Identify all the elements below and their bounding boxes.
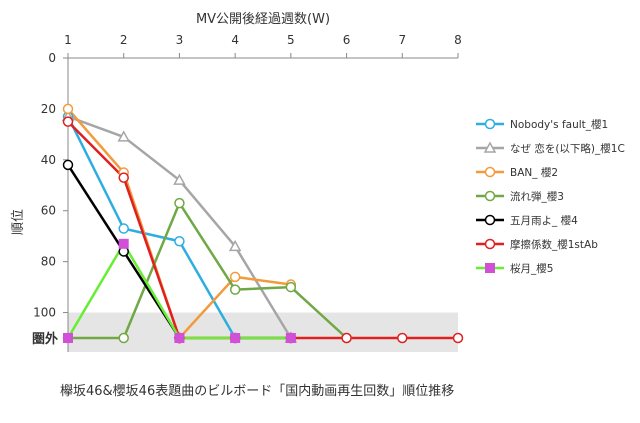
series-2-point [484,166,496,178]
x-tick-label: 6 [343,33,351,47]
series-5-point [397,332,408,344]
x-tick-label: 3 [176,33,184,47]
x-tick-label: 1 [64,33,72,47]
legend-label: 桜月_櫻5 [510,262,553,275]
series-1-point [228,239,242,252]
series-1-line [67,115,292,339]
series-6-point [63,333,73,343]
series-1-markers [61,110,298,343]
series-2 [67,108,292,340]
series-6-markers [63,238,296,343]
series-3-line [68,201,348,340]
series-5-point [341,332,352,344]
series-0-point [118,223,129,234]
y-tick-label: 40 [41,153,56,167]
legend-item: なぜ 恋を(以下略)_櫻1C [476,141,625,155]
legend-label: 流れ弾_櫻3 [510,190,564,203]
x-tick-label: 7 [398,33,406,47]
series-4-point [484,214,496,226]
series-2-markers [62,103,297,344]
series-1-point [117,130,130,142]
series-5-point [62,116,74,127]
series-1 [67,115,292,339]
y-axis-title: 順位 [11,209,26,235]
series-0-point [174,236,185,247]
series-0-markers [62,111,297,344]
x-tick-label: 2 [120,33,128,47]
series-5-point [452,332,464,344]
x-tick-label: 8 [454,33,462,47]
series-3-point [285,281,297,293]
series-2-line [67,108,292,340]
y-tick-label: 60 [41,204,56,218]
series-6-point [230,333,241,343]
series-5-point [118,172,129,183]
series-3 [68,201,348,340]
series-3-point [174,197,185,209]
series-1-point [483,141,497,153]
series-3-point [118,332,129,344]
x-tick-label: 5 [287,33,295,47]
legend-item: BAN_ 櫻2 [476,166,558,179]
series-6-point [174,333,185,343]
legend-label: 摩擦係数_櫻1stAb [510,238,598,251]
legend-item: 桜月_櫻5 [476,262,553,275]
y-tick-label: 80 [41,255,56,269]
series-2-point [229,271,241,283]
series-3-point [229,284,241,295]
legend-item: 摩擦係数_櫻1stAb [476,238,598,251]
series-3-point [484,190,496,202]
series-6-point [118,238,129,249]
legend-item: Nobody's fault_櫻1 [476,118,608,131]
series-5-point [484,238,496,250]
x-axis-title: MV公開後経過週数(W) [196,12,330,27]
series-1-point [173,173,186,185]
series-2-point [62,103,74,115]
legend-item: 五月雨よ_ 櫻4 [476,214,578,227]
y-tick-label: 20 [41,102,56,116]
series-0 [66,115,291,340]
y-tick-label: 100 [33,306,56,320]
series-6-point [485,263,495,273]
series-6-point [285,333,296,343]
y-tick-label: 0 [48,51,56,65]
series-0-line [66,115,291,340]
out-of-rank-band [68,312,458,352]
legend-label: 五月雨よ_ 櫻4 [510,214,578,227]
series-0-point [484,118,496,130]
x-tick-label: 4 [231,33,239,47]
legend-label: なぜ 恋を(以下略)_櫻1C [510,142,625,155]
out-of-rank-label: 圏外 [32,331,58,347]
legend-label: BAN_ 櫻2 [510,166,558,179]
series-4-point [62,159,74,171]
legend-item: 流れ弾_櫻3 [476,190,564,203]
legend-label: Nobody's fault_櫻1 [510,118,608,131]
chart-caption: 欅坂46&櫻坂46表題曲のビルボード「国内動画再生回数」順位推移 [60,383,454,399]
